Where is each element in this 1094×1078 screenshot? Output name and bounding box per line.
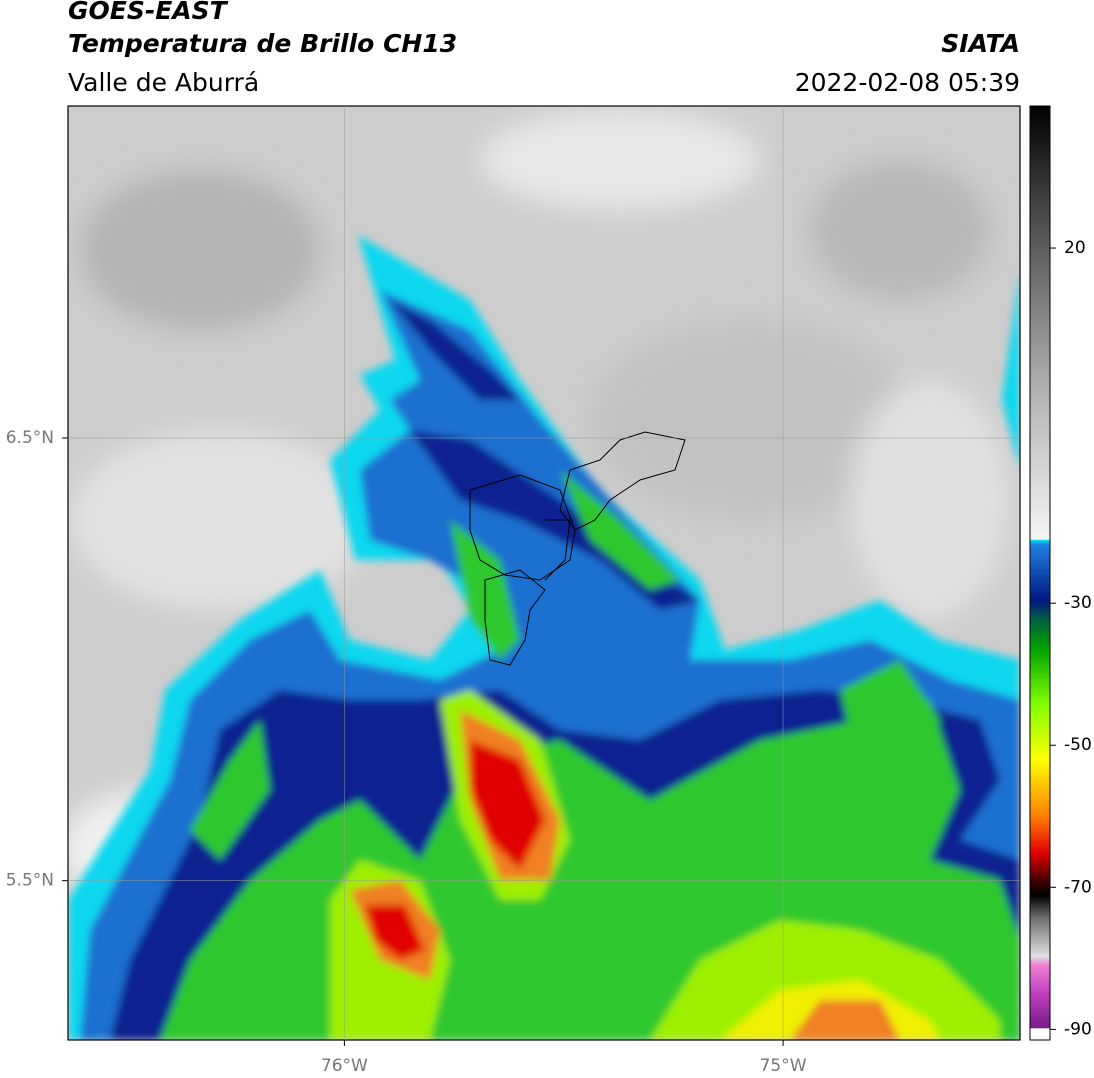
title: GOES-EAST bbox=[68, 0, 229, 25]
lon-label: 76°W bbox=[321, 1056, 368, 1076]
colorbar-label: -50 bbox=[1064, 735, 1092, 755]
subtitle: Temperatura de Brillo CH13 bbox=[68, 29, 457, 58]
colorbar-label: -70 bbox=[1064, 877, 1092, 897]
region: Valle de Aburrá bbox=[68, 68, 259, 97]
lon-label: 75°W bbox=[760, 1056, 807, 1076]
colorbar bbox=[1029, 105, 1051, 1041]
lat-label: 6.5°N bbox=[6, 428, 54, 448]
datetime: 2022-02-08 05:39 bbox=[795, 68, 1020, 97]
colorbar-label: -90 bbox=[1064, 1019, 1092, 1039]
satellite-image bbox=[68, 106, 1020, 1040]
colorbar-label: 20 bbox=[1064, 238, 1086, 258]
lat-label: 5.5°N bbox=[6, 871, 54, 891]
colorbar-label: -30 bbox=[1064, 593, 1092, 613]
map-frame bbox=[67, 105, 1021, 1041]
municipal-boundaries bbox=[469, 431, 686, 666]
source: SIATA bbox=[941, 29, 1020, 58]
